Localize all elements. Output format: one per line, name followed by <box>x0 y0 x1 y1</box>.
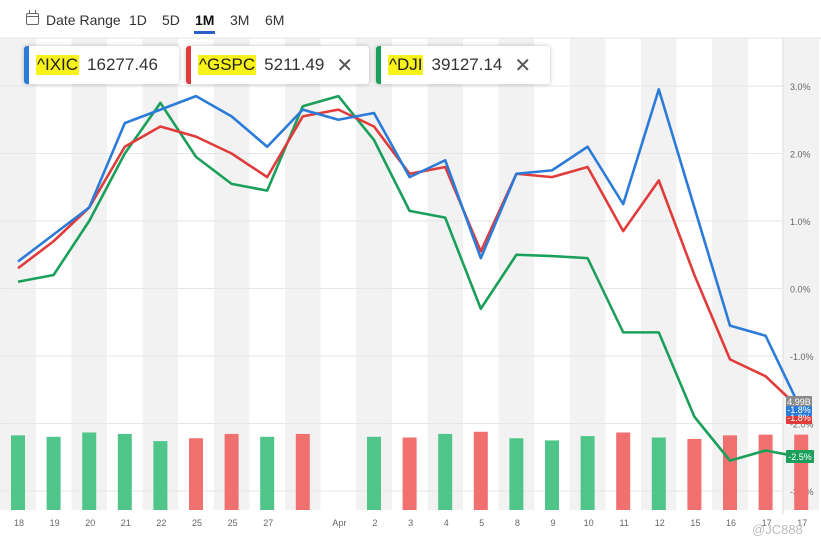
x-tick-label: 16 <box>726 518 736 528</box>
y-tick-label: 3.0% <box>790 82 811 92</box>
volume-bar <box>11 435 25 510</box>
day-band <box>569 38 606 510</box>
price-label: -1.8% <box>787 405 811 415</box>
x-tick-label: 25 <box>228 518 238 528</box>
x-tick-label: 11 <box>620 518 629 528</box>
y-tick-label: -1.0% <box>790 352 814 362</box>
volume-bar <box>473 431 488 510</box>
y-tick-label: 0.0% <box>790 285 811 295</box>
series-line-gspc <box>17 108 803 411</box>
volume-bar <box>153 441 168 510</box>
day-band <box>356 38 392 510</box>
volume-bar <box>794 434 809 510</box>
volume-bar <box>367 436 381 510</box>
legend-color-bar <box>376 46 381 84</box>
x-tick-label: 15 <box>690 518 700 528</box>
legend-symbol: ^IXIC <box>36 55 80 75</box>
x-tick-label: 4 <box>444 518 449 528</box>
x-tick-label: 5 <box>479 518 484 528</box>
volume-bar <box>616 432 631 510</box>
x-tick-label: 8 <box>515 518 520 528</box>
volume-bar <box>189 438 203 510</box>
legend-ixic[interactable]: ^IXIC 16277.46 <box>24 46 179 84</box>
x-tick-label: 17 <box>797 518 807 528</box>
range-1d-button[interactable]: 1D <box>129 12 147 28</box>
volume-bar <box>509 438 524 510</box>
legend-color-bar <box>186 46 191 84</box>
price-label: 4.99B <box>787 397 811 407</box>
legend-dji[interactable]: ^DJI 39127.14 ✕ <box>376 46 550 84</box>
x-tick-label: 25 <box>192 518 202 528</box>
series-line-ixic <box>17 88 803 411</box>
legend-value: 16277.46 <box>87 55 158 74</box>
volume-bar <box>545 440 559 510</box>
volume-bar <box>117 433 132 510</box>
toolbar: Date Range 1D 5D 1M 3M 6M <box>0 0 821 38</box>
price-label: -1.8% <box>787 413 811 423</box>
x-tick-label: Apr <box>332 518 346 528</box>
day-band <box>142 38 179 510</box>
y-tick-label: -2.0% <box>790 420 814 430</box>
range-5d-button[interactable]: 5D <box>162 12 180 28</box>
volume-bar <box>438 433 453 510</box>
x-tick-label: 21 <box>121 518 131 528</box>
day-band <box>427 38 463 510</box>
volume-bar <box>224 433 239 510</box>
series-line-dji <box>17 94 802 462</box>
volume-bar <box>687 438 702 510</box>
price-label-bg <box>786 396 812 408</box>
date-range-label[interactable]: Date Range <box>46 12 121 28</box>
volume-bar <box>46 436 61 510</box>
volume-bar <box>651 437 666 510</box>
x-tick-label: 22 <box>156 518 166 528</box>
close-icon[interactable]: ✕ <box>514 54 532 77</box>
x-tick-label: 17 <box>762 518 772 528</box>
legend-symbol: ^DJI <box>388 55 424 75</box>
volume-bar <box>723 435 737 510</box>
close-icon[interactable]: ✕ <box>336 54 354 77</box>
y-tick-label: 2.0% <box>790 150 811 160</box>
x-tick-label: 18 <box>14 518 24 528</box>
volume-bar <box>402 437 417 510</box>
volume-bar <box>758 434 773 510</box>
price-label-bg <box>786 406 812 416</box>
volume-bar <box>580 436 595 510</box>
watermark-text: @JC888 <box>752 522 803 537</box>
range-3m-button[interactable]: 3M <box>230 12 250 28</box>
x-tick-label: 3 <box>408 518 413 528</box>
x-tick-label: 2 <box>372 518 377 528</box>
day-band <box>712 38 748 510</box>
volume-bar <box>295 433 310 510</box>
volume-bar <box>82 432 97 510</box>
day-band <box>0 38 36 510</box>
price-label-bg <box>786 416 812 424</box>
day-band <box>71 38 107 510</box>
x-tick-label: 27 <box>263 518 273 528</box>
legend-color-bar <box>24 46 29 84</box>
y-tick-label: 1.0% <box>790 217 811 227</box>
legend-symbol: ^GSPC <box>198 55 257 75</box>
day-band <box>641 38 677 510</box>
x-tick-label: 20 <box>85 518 95 528</box>
range-1m-button[interactable]: 1M <box>193 12 216 34</box>
day-band <box>783 38 819 510</box>
legend-value: 5211.49 <box>264 55 325 74</box>
calendar-icon[interactable] <box>26 10 39 25</box>
x-tick-label: 10 <box>584 518 594 528</box>
range-6m-button[interactable]: 6M <box>265 12 285 28</box>
legend-value: 39127.14 <box>431 55 503 74</box>
legend-gspc[interactable]: ^GSPC 5211.49 ✕ <box>186 46 369 84</box>
x-tick-label: 9 <box>550 518 555 528</box>
x-tick-label: 12 <box>655 518 665 528</box>
price-label: -2.5% <box>788 452 812 462</box>
price-label-bg <box>786 450 814 463</box>
volume-bar <box>260 436 275 510</box>
x-tick-label: 19 <box>50 518 60 528</box>
